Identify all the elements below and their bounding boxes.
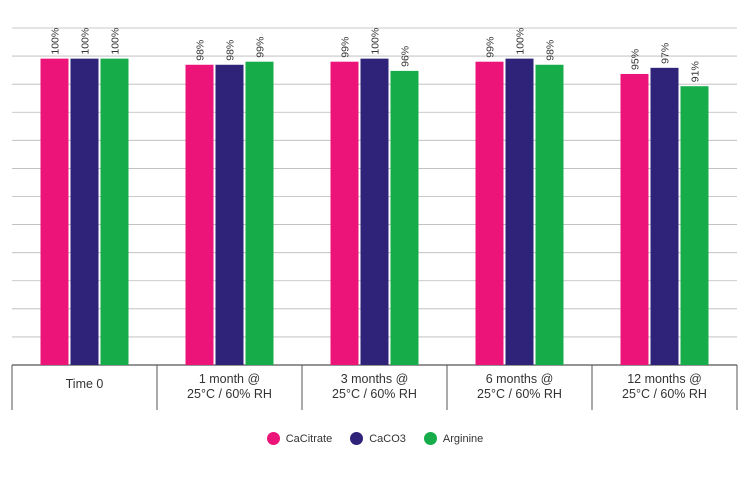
data-label: 99% <box>485 37 497 58</box>
bar-caco3 <box>360 58 389 366</box>
legend-item: CaCitrate <box>266 432 333 445</box>
data-label: 100% <box>80 28 92 55</box>
bar-group: 99% 100% 98% <box>475 28 564 366</box>
bar-group: 100% 100% 100% <box>40 28 129 366</box>
legend-swatch <box>350 432 364 445</box>
data-label: 100% <box>370 28 382 55</box>
bar-arginine <box>245 61 274 365</box>
category-label: 25°C / 60% RH <box>187 387 272 401</box>
data-label: 99% <box>340 37 352 58</box>
bar-group: 95% 97% 91% <box>620 43 709 366</box>
bar-group: 98% 98% 99% <box>185 37 274 365</box>
bar-arginine <box>680 86 709 365</box>
bar-cacitrate <box>475 61 504 365</box>
bar-cacitrate <box>620 73 649 366</box>
legend-swatch <box>423 432 437 445</box>
category-label: Time 0 <box>66 377 104 391</box>
category-separators <box>11 365 738 410</box>
bar-arginine <box>535 64 564 365</box>
data-label: 96% <box>400 46 412 67</box>
category-label: 6 months @ <box>486 372 554 386</box>
bar-caco3 <box>650 67 679 365</box>
category-label: 25°C / 60% RH <box>477 387 562 401</box>
data-label: 91% <box>690 61 702 82</box>
category-label: 3 months @ <box>341 372 409 386</box>
legend-swatch <box>266 432 280 445</box>
category-label: 12 months @ <box>627 372 702 386</box>
data-label: 100% <box>515 28 527 55</box>
bar-cacitrate <box>185 64 214 365</box>
bar-caco3 <box>215 64 244 365</box>
data-label: 99% <box>255 37 267 58</box>
chart-legend: CaCitrate CaCO3 Arginine <box>0 432 750 445</box>
data-label: 100% <box>50 28 62 55</box>
data-label: 98% <box>225 40 237 61</box>
legend-label: CaCO3 <box>369 432 406 445</box>
data-label: 98% <box>195 40 207 61</box>
bar-arginine <box>100 58 129 366</box>
data-label: 100% <box>110 28 122 55</box>
category-label: 1 month @ <box>199 372 260 386</box>
legend-item: CaCO3 <box>350 432 406 445</box>
category-label: 25°C / 60% RH <box>622 387 707 401</box>
data-label: 97% <box>660 43 672 64</box>
legend-label: CaCitrate <box>285 432 333 445</box>
bar-cacitrate <box>330 61 359 365</box>
legend-label: Arginine <box>442 432 484 445</box>
bar-group: 99% 100% 96% <box>330 28 419 366</box>
bar-caco3 <box>70 58 99 366</box>
legend-item: Arginine <box>423 432 484 445</box>
bar-arginine <box>390 70 419 366</box>
data-label: 95% <box>630 49 642 70</box>
data-label: 98% <box>545 40 557 61</box>
bar-caco3 <box>505 58 534 366</box>
category-label: 25°C / 60% RH <box>332 387 417 401</box>
bar-cacitrate <box>40 58 69 366</box>
